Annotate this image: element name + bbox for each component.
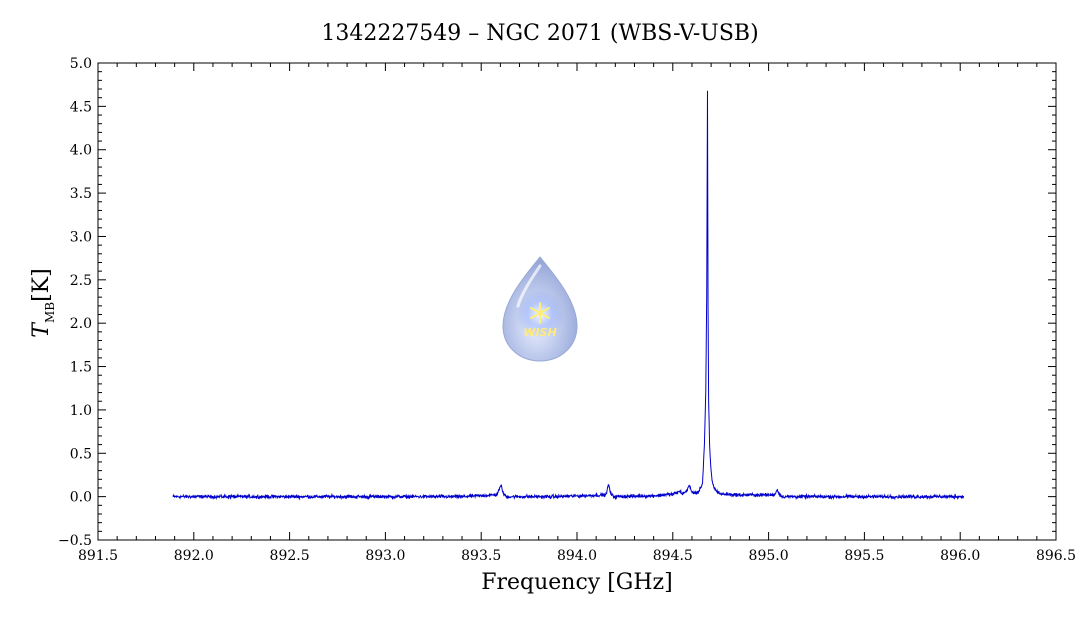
x-tick-label: 892.0 [174, 548, 214, 564]
spectrum-line [172, 90, 965, 501]
axis-ticks [97, 62, 1057, 541]
y-tick-label: 1.0 [70, 403, 92, 419]
chart-title: 1342227549 – NGC 2071 (WBS-V-USB) [321, 21, 758, 46]
y-tick-label: −0.5 [58, 533, 92, 549]
y-axis-label-subscript: MB [43, 302, 57, 323]
y-axis-label-unit: [K] [29, 268, 54, 302]
y-tick-label: 3.5 [70, 186, 92, 202]
x-tick-labels: 891.5 892.0 892.5 893.0 893.5 894.0 894.5 895.0… [78, 548, 1076, 564]
x-tick-label: 892.5 [270, 548, 310, 564]
wish-logo: WISH [502, 256, 578, 362]
y-tick-label: 0.5 [70, 446, 92, 462]
y-tick-label: 4.5 [70, 99, 92, 115]
y-tick-label: 3.0 [70, 229, 92, 245]
y-tick-label: 1.5 [70, 360, 92, 376]
y-tick-label: 2.5 [70, 273, 92, 289]
y-tick-label: 5.0 [70, 56, 92, 72]
x-tick-label: 895.5 [844, 548, 884, 564]
svg-text:TMB[K]: TMB[K] [29, 268, 57, 337]
x-axis-label: Frequency [GHz] [481, 570, 673, 595]
y-tick-label: 2.0 [70, 316, 92, 332]
x-tick-label: 894.5 [653, 548, 693, 564]
y-axis-label-symbol: T [29, 321, 54, 338]
x-tick-label: 894.0 [557, 548, 597, 564]
star-icon [530, 302, 550, 324]
y-axis-label: TMB[K] [29, 268, 57, 337]
y-tick-labels: −0.5 0.0 0.5 1.0 1.5 2.0 2.5 3.0 3.5 4.0 4.5 5.0 [58, 56, 92, 549]
x-tick-label: 896.0 [940, 548, 980, 564]
x-tick-label: 893.5 [461, 548, 501, 564]
x-tick-label: 896.5 [1036, 548, 1076, 564]
y-tick-label: 0.0 [70, 490, 92, 506]
y-tick-label: 4.0 [70, 143, 92, 159]
logo-text: WISH [523, 326, 556, 339]
x-tick-label: 893.0 [365, 548, 405, 564]
plot-frame [97, 62, 1057, 541]
x-tick-label: 891.5 [78, 548, 118, 564]
x-tick-label: 895.0 [749, 548, 789, 564]
